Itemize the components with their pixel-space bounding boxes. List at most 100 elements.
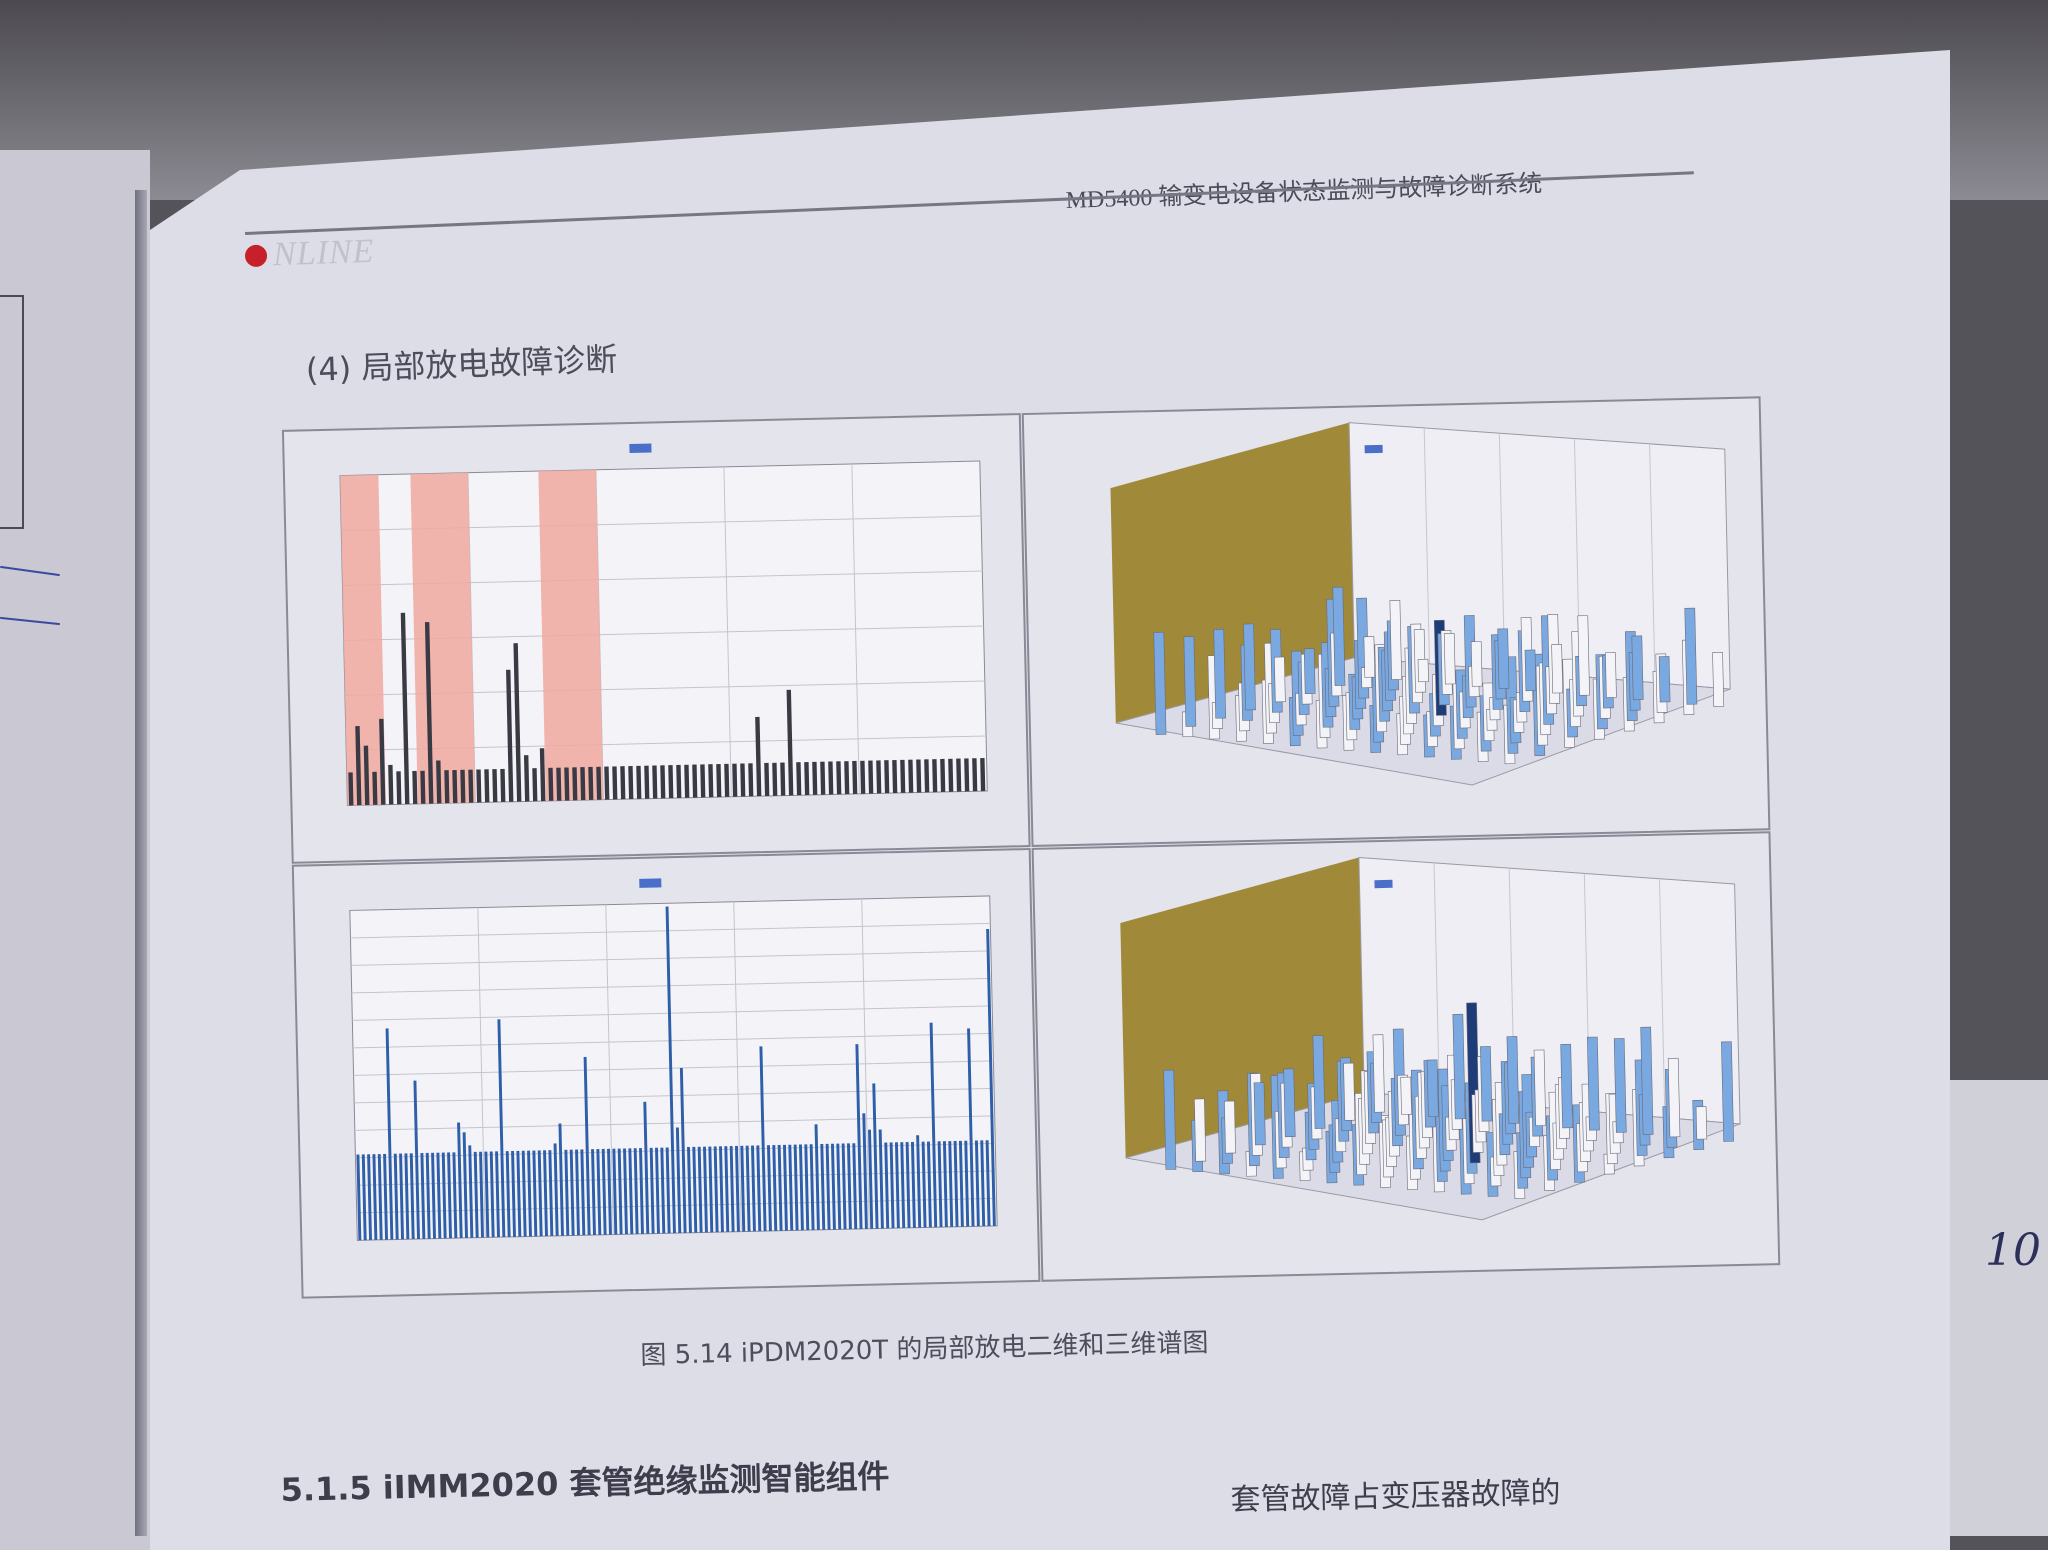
bar	[548, 1150, 554, 1236]
bar	[473, 1151, 479, 1238]
bar	[868, 760, 874, 794]
bar	[505, 1151, 511, 1237]
bar	[372, 771, 378, 805]
bar	[980, 758, 986, 792]
bar	[980, 1140, 986, 1227]
bar	[921, 1141, 927, 1228]
bar	[521, 1150, 527, 1237]
bar	[396, 771, 402, 805]
bar	[836, 1143, 842, 1230]
bar	[825, 1143, 831, 1230]
adjacent-paper	[1950, 1080, 2048, 1536]
bar-3d	[1587, 1036, 1600, 1131]
bar	[844, 761, 850, 795]
bar	[668, 765, 674, 799]
bar	[355, 725, 362, 806]
grid-line	[354, 1087, 995, 1104]
bar	[476, 769, 482, 803]
bar-3d	[1153, 631, 1167, 735]
bar	[713, 1146, 719, 1233]
chart-panel-top-left	[281, 413, 1031, 864]
back-wall	[1120, 857, 1365, 1158]
bar	[868, 1129, 874, 1229]
bar	[601, 1148, 607, 1235]
figure-caption: 图 5.14 iPDM2020T 的局部放电二维和三维谱图	[640, 1328, 1209, 1371]
bar	[788, 1144, 794, 1231]
bar-3d	[1343, 1062, 1356, 1121]
bar	[580, 767, 586, 801]
bar	[974, 1140, 980, 1227]
grid-line	[1423, 427, 1431, 664]
bar	[413, 1080, 420, 1240]
bar	[639, 1148, 644, 1234]
bar	[564, 1149, 570, 1236]
bar	[377, 1154, 383, 1240]
bar-3d	[1332, 586, 1346, 686]
bar	[924, 759, 930, 793]
grid-line	[356, 1170, 996, 1186]
bar-3d	[1497, 628, 1510, 689]
grid-line	[1649, 443, 1656, 683]
left-page-edge	[0, 150, 150, 1550]
bar	[388, 764, 394, 805]
grid-line	[355, 1142, 996, 1159]
bar-3d	[1640, 1026, 1654, 1136]
bar	[361, 1154, 367, 1241]
bar-3d	[1712, 651, 1725, 707]
bar	[556, 767, 562, 801]
grid-line	[352, 1032, 993, 1049]
bar	[929, 1022, 938, 1228]
bar-3d	[1283, 1068, 1296, 1138]
pd-3d-chart	[1120, 857, 1741, 1221]
bar	[932, 759, 938, 793]
chart-title-marker	[1374, 879, 1393, 889]
bar	[462, 1132, 468, 1238]
bar	[967, 1028, 975, 1227]
bar	[489, 1151, 495, 1238]
chart-panel-top-right	[1021, 396, 1771, 847]
bar	[748, 763, 754, 797]
grid-line	[351, 950, 991, 966]
chart-title-marker	[1364, 444, 1383, 454]
bar-3d	[1243, 623, 1256, 711]
bar-3d	[1524, 649, 1537, 692]
bar	[588, 766, 594, 800]
bar	[436, 1152, 442, 1239]
bar	[786, 689, 794, 796]
bar	[468, 1145, 474, 1238]
bar	[852, 760, 858, 795]
bar	[468, 769, 474, 803]
bar	[636, 765, 642, 799]
bar	[548, 767, 554, 801]
grid-line	[354, 1115, 995, 1131]
bar	[506, 669, 514, 802]
bar	[420, 1153, 426, 1239]
bar	[558, 1123, 564, 1236]
bar	[431, 1152, 436, 1239]
bar	[972, 758, 978, 792]
bar	[612, 1148, 618, 1235]
bar	[692, 764, 698, 798]
bar	[479, 1151, 484, 1238]
bar-3d	[1363, 636, 1376, 678]
bar	[583, 1056, 591, 1236]
bar	[767, 1145, 772, 1232]
bar-3d	[1253, 1082, 1266, 1146]
bar	[764, 762, 770, 797]
bar	[572, 767, 578, 801]
grid-line	[1433, 862, 1440, 1099]
bar	[985, 1140, 991, 1227]
bar	[900, 759, 906, 793]
bar	[532, 768, 538, 802]
left-page-diagram-fragment	[0, 295, 24, 529]
bar-3d	[1274, 656, 1286, 703]
bar-3d	[1452, 1013, 1466, 1120]
bar	[612, 766, 618, 800]
bar-3d	[1372, 1034, 1385, 1113]
book-spine	[135, 190, 147, 1536]
bar-3d	[1613, 1038, 1627, 1133]
bar	[452, 1152, 458, 1239]
grid-line	[352, 1005, 993, 1021]
bar	[679, 1067, 687, 1233]
prpd-2d-chart	[339, 443, 988, 806]
